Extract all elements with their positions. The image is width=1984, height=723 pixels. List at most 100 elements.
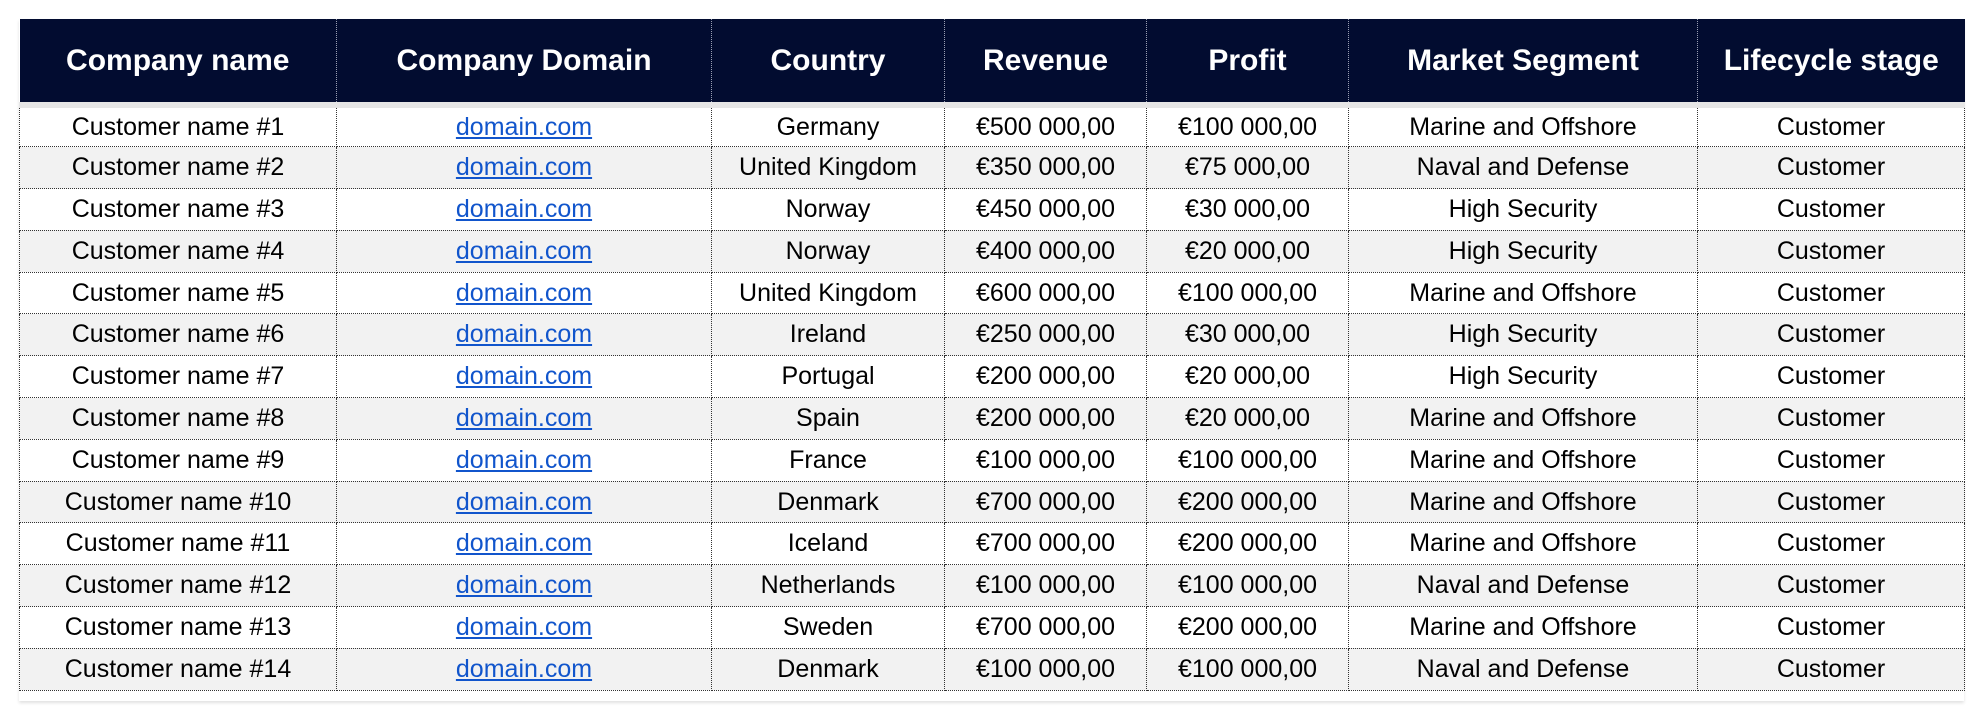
domain-link[interactable]: domain.com <box>455 487 593 516</box>
cell-lifecycle-stage[interactable]: Customer <box>1697 522 1965 566</box>
cell-company-name[interactable]: Customer name #10 <box>19 480 337 524</box>
domain-link[interactable]: domain.com <box>455 362 593 391</box>
cell-profit[interactable]: €30 000,00 <box>1146 313 1349 357</box>
cell-profit[interactable]: €100 000,00 <box>1146 564 1349 608</box>
domain-link[interactable]: domain.com <box>455 445 593 474</box>
cell-company-name[interactable]: Customer name #2 <box>19 146 337 190</box>
cell-revenue[interactable]: €400 000,00 <box>944 229 1147 273</box>
cell-lifecycle-stage[interactable]: Customer <box>1697 188 1965 231</box>
cell-company-name[interactable]: Customer name #12 <box>19 564 337 608</box>
cell-profit[interactable]: €100 000,00 <box>1146 104 1349 148</box>
cell-market-segment[interactable]: Naval and Defense <box>1348 146 1698 190</box>
cell-profit[interactable]: €20 000,00 <box>1146 355 1349 399</box>
cell-lifecycle-stage[interactable]: Customer <box>1697 229 1965 273</box>
cell-revenue[interactable]: €200 000,00 <box>944 355 1147 399</box>
cell-country[interactable]: United Kingdom <box>711 146 945 190</box>
cell-profit[interactable]: €100 000,00 <box>1146 438 1349 482</box>
cell-company-name[interactable]: Customer name #5 <box>19 271 337 315</box>
cell-revenue[interactable]: €350 000,00 <box>944 146 1147 190</box>
cell-market-segment[interactable]: Marine and Offshore <box>1348 606 1698 649</box>
cell-revenue[interactable]: €700 000,00 <box>944 606 1147 649</box>
cell-revenue[interactable]: €200 000,00 <box>944 397 1147 440</box>
cell-company-name[interactable]: Customer name #9 <box>19 438 337 482</box>
header-revenue[interactable]: Revenue <box>944 19 1147 108</box>
cell-lifecycle-stage[interactable]: Customer <box>1697 606 1965 649</box>
cell-profit[interactable]: €200 000,00 <box>1146 480 1349 524</box>
cell-revenue[interactable]: €100 000,00 <box>944 438 1147 482</box>
cell-market-segment[interactable]: Naval and Defense <box>1348 647 1698 691</box>
header-market-segment[interactable]: Market Segment <box>1348 19 1698 108</box>
cell-market-segment[interactable]: Marine and Offshore <box>1348 480 1698 524</box>
cell-company-name[interactable]: Customer name #3 <box>19 188 337 231</box>
cell-lifecycle-stage[interactable]: Customer <box>1697 647 1965 691</box>
cell-revenue[interactable]: €600 000,00 <box>944 271 1147 315</box>
cell-revenue[interactable]: €700 000,00 <box>944 480 1147 524</box>
header-company-domain[interactable]: Company Domain <box>336 19 712 108</box>
cell-market-segment[interactable]: Marine and Offshore <box>1348 271 1698 315</box>
domain-link[interactable]: domain.com <box>455 278 593 307</box>
domain-link[interactable]: domain.com <box>455 320 593 349</box>
domain-link[interactable]: domain.com <box>455 529 593 558</box>
cell-market-segment[interactable]: High Security <box>1348 188 1698 231</box>
cell-country[interactable]: Norway <box>711 229 945 273</box>
cell-profit[interactable]: €75 000,00 <box>1146 146 1349 190</box>
cell-country[interactable]: Sweden <box>711 606 945 649</box>
cell-market-segment[interactable]: Marine and Offshore <box>1348 397 1698 440</box>
cell-lifecycle-stage[interactable]: Customer <box>1697 146 1965 190</box>
cell-country[interactable]: Norway <box>711 188 945 231</box>
cell-profit[interactable]: €100 000,00 <box>1146 647 1349 691</box>
cell-country[interactable]: Denmark <box>711 480 945 524</box>
cell-country[interactable]: Germany <box>711 104 945 148</box>
cell-country[interactable]: Netherlands <box>711 564 945 608</box>
domain-link[interactable]: domain.com <box>455 403 593 432</box>
cell-country[interactable]: Ireland <box>711 313 945 357</box>
cell-profit[interactable]: €20 000,00 <box>1146 397 1349 440</box>
cell-revenue[interactable]: €500 000,00 <box>944 104 1147 148</box>
cell-country[interactable]: France <box>711 438 945 482</box>
cell-revenue[interactable]: €250 000,00 <box>944 313 1147 357</box>
cell-lifecycle-stage[interactable]: Customer <box>1697 271 1965 315</box>
cell-lifecycle-stage[interactable]: Customer <box>1697 355 1965 399</box>
cell-country[interactable]: Denmark <box>711 647 945 691</box>
cell-revenue[interactable]: €700 000,00 <box>944 522 1147 566</box>
cell-profit[interactable]: €100 000,00 <box>1146 271 1349 315</box>
cell-market-segment[interactable]: High Security <box>1348 355 1698 399</box>
domain-link[interactable]: domain.com <box>455 112 593 141</box>
cell-company-name[interactable]: Customer name #11 <box>19 522 337 566</box>
cell-market-segment[interactable]: Naval and Defense <box>1348 564 1698 608</box>
domain-link[interactable]: domain.com <box>455 153 593 182</box>
domain-link[interactable]: domain.com <box>455 194 593 223</box>
cell-company-name[interactable]: Customer name #6 <box>19 313 337 357</box>
cell-lifecycle-stage[interactable]: Customer <box>1697 564 1965 608</box>
cell-market-segment[interactable]: Marine and Offshore <box>1348 104 1698 148</box>
cell-profit[interactable]: €30 000,00 <box>1146 188 1349 231</box>
header-country[interactable]: Country <box>711 19 945 108</box>
cell-revenue[interactable]: €100 000,00 <box>944 647 1147 691</box>
cell-lifecycle-stage[interactable]: Customer <box>1697 104 1965 148</box>
cell-market-segment[interactable]: High Security <box>1348 313 1698 357</box>
cell-revenue[interactable]: €100 000,00 <box>944 564 1147 608</box>
cell-market-segment[interactable]: Marine and Offshore <box>1348 522 1698 566</box>
cell-company-name[interactable]: Customer name #8 <box>19 397 337 440</box>
cell-company-name[interactable]: Customer name #13 <box>19 606 337 649</box>
cell-country[interactable]: Iceland <box>711 522 945 566</box>
cell-lifecycle-stage[interactable]: Customer <box>1697 313 1965 357</box>
cell-country[interactable]: Portugal <box>711 355 945 399</box>
cell-market-segment[interactable]: High Security <box>1348 229 1698 273</box>
cell-company-name[interactable]: Customer name #14 <box>19 647 337 691</box>
cell-profit[interactable]: €200 000,00 <box>1146 522 1349 566</box>
cell-country[interactable]: United Kingdom <box>711 271 945 315</box>
header-lifecycle-stage[interactable]: Lifecycle stage <box>1697 19 1965 108</box>
cell-country[interactable]: Spain <box>711 397 945 440</box>
cell-revenue[interactable]: €450 000,00 <box>944 188 1147 231</box>
cell-company-name[interactable]: Customer name #7 <box>19 355 337 399</box>
cell-profit[interactable]: €20 000,00 <box>1146 229 1349 273</box>
cell-company-name[interactable]: Customer name #4 <box>19 229 337 273</box>
domain-link[interactable]: domain.com <box>455 612 593 641</box>
cell-lifecycle-stage[interactable]: Customer <box>1697 397 1965 440</box>
cell-company-name[interactable]: Customer name #1 <box>19 104 337 148</box>
cell-profit[interactable]: €200 000,00 <box>1146 606 1349 649</box>
cell-lifecycle-stage[interactable]: Customer <box>1697 438 1965 482</box>
header-profit[interactable]: Profit <box>1146 19 1349 108</box>
header-company-name[interactable]: Company name <box>19 19 337 108</box>
